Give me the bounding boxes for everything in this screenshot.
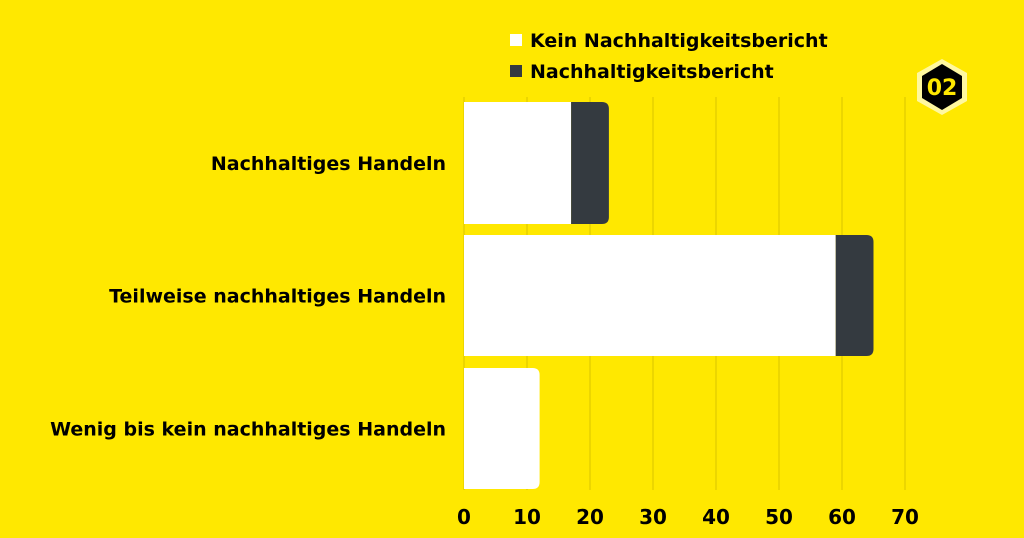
bar-0-series-0 <box>464 102 572 224</box>
category-labels: Nachhaltiges Handeln Teilweise nachhaltig… <box>50 153 446 441</box>
x-tick-label-1: 10 <box>513 505 541 529</box>
x-tick-label-2: 20 <box>576 505 604 529</box>
category-label-1: Teilweise nachhaltiges Handeln <box>109 286 446 308</box>
legend-label-1: Nachhaltigkeitsbericht <box>530 61 774 83</box>
bar-2-series-0 <box>464 368 540 489</box>
badge-hexagon <box>922 64 962 110</box>
category-label-0: Nachhaltiges Handeln <box>211 153 446 175</box>
bars <box>464 102 874 489</box>
bar-1-series-1 <box>835 235 874 356</box>
legend-swatch-1 <box>510 65 522 77</box>
legend-swatch-0 <box>510 34 522 46</box>
x-tick-labels: 0 10 20 30 40 50 60 70 <box>457 505 919 529</box>
legend: Kein Nachhaltigkeitsbericht Nachhaltigkei… <box>510 30 828 83</box>
x-tick-label-5: 50 <box>765 505 793 529</box>
badge: 02 <box>917 59 967 115</box>
x-tick-label-6: 60 <box>828 505 856 529</box>
x-tick-label-7: 70 <box>891 505 919 529</box>
bar-1-series-0 <box>464 235 836 356</box>
x-tick-label-0: 0 <box>457 505 471 529</box>
legend-label-0: Kein Nachhaltigkeitsbericht <box>530 30 828 52</box>
bar-0-series-1 <box>571 102 609 224</box>
x-tick-label-4: 40 <box>702 505 730 529</box>
category-label-2: Wenig bis kein nachhaltiges Handeln <box>50 419 446 441</box>
badge-label: 02 <box>927 76 958 101</box>
x-tick-label-3: 30 <box>639 505 667 529</box>
